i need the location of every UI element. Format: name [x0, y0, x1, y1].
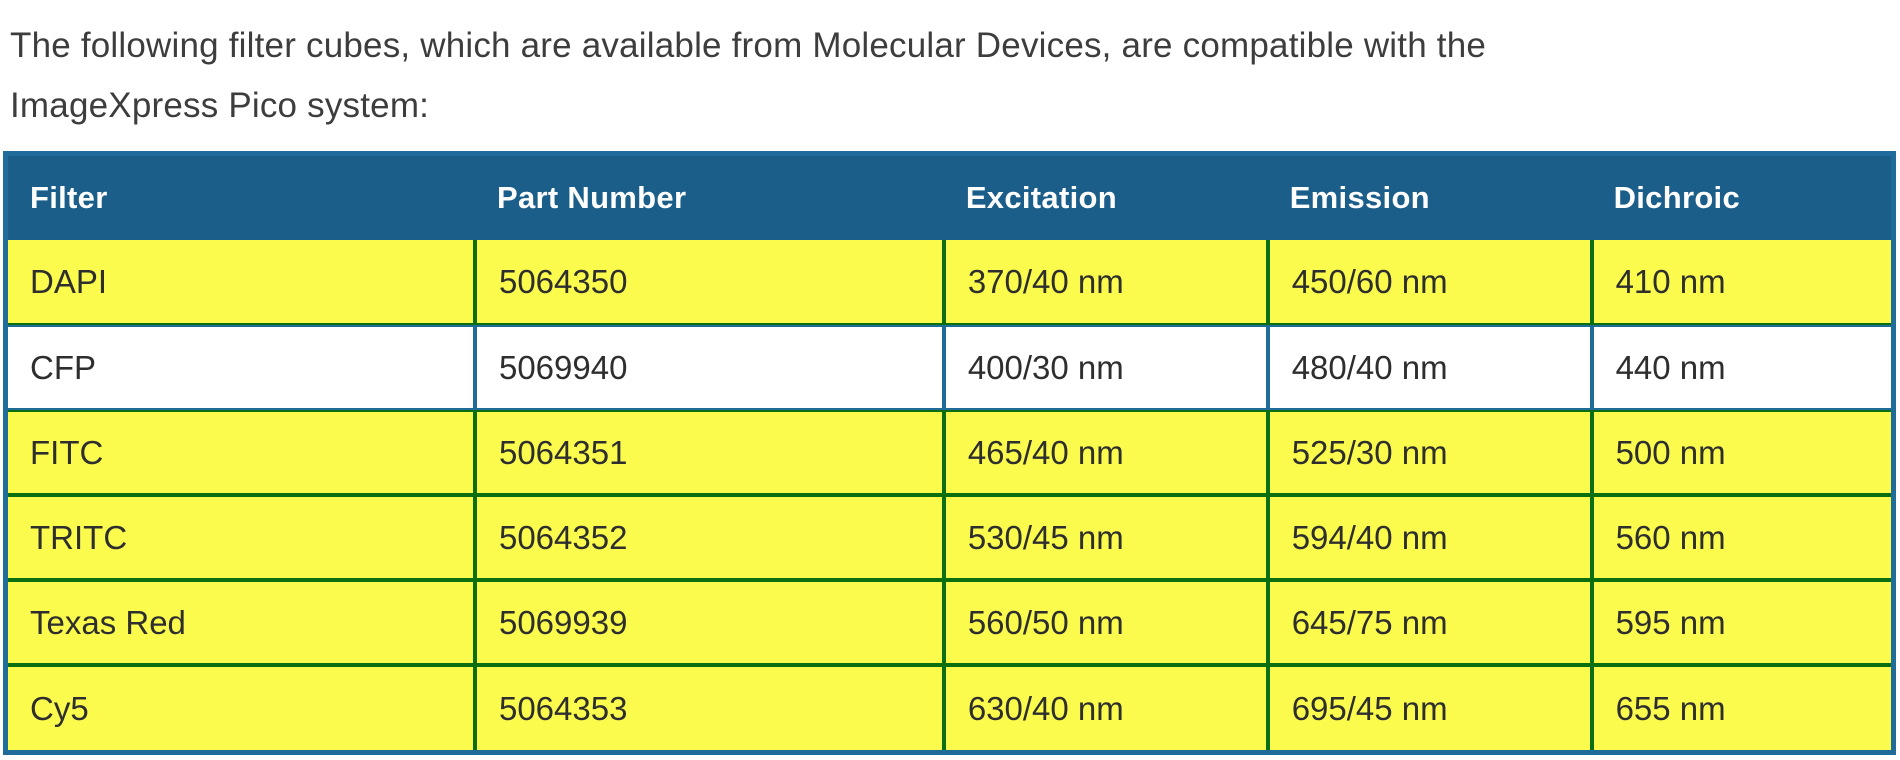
column-header-filter: Filter: [8, 156, 475, 240]
table-row: Texas Red 5069939 560/50 nm 645/75 nm 595 nm: [8, 580, 1891, 665]
table-cell-filter: DAPI: [8, 240, 475, 325]
table-row: DAPI 5064350 370/40 nm 450/60 nm 410 nm: [8, 240, 1891, 325]
intro-line-1: The following filter cubes, which are av…: [10, 26, 1487, 65]
table-cell-dichroic: 560 nm: [1591, 495, 1891, 580]
table-row: TRITC 5064352 530/45 nm 594/40 nm 560 nm: [8, 495, 1891, 580]
intro-line-2: ImageXpress Pico system:: [10, 86, 430, 125]
table-cell-filter: CFP: [8, 325, 475, 410]
table-cell-dichroic: 410 nm: [1591, 240, 1891, 325]
table-cell-excitation: 530/45 nm: [943, 495, 1268, 580]
table-cell-excitation: 465/40 nm: [943, 410, 1268, 495]
column-header-emission: Emission: [1267, 156, 1592, 240]
table-cell-emission: 645/75 nm: [1267, 580, 1592, 665]
table-cell-part-number: 5064353: [474, 665, 944, 750]
table-cell-part-number: 5069940: [474, 325, 944, 410]
filter-cube-table: Filter Part Number Excitation Emission D…: [3, 151, 1896, 755]
table-cell-part-number: 5064352: [474, 495, 944, 580]
table-cell-emission: 695/45 nm: [1267, 665, 1592, 750]
table-header-row: Filter Part Number Excitation Emission D…: [8, 156, 1891, 240]
filter-table-body: DAPI 5064350 370/40 nm 450/60 nm 410 nm CFP 50…: [8, 240, 1891, 750]
table-cell-filter: TRITC: [8, 495, 475, 580]
column-header-dichroic: Dichroic: [1591, 156, 1891, 240]
table-cell-filter: FITC: [8, 410, 475, 495]
table-cell-dichroic: 655 nm: [1591, 665, 1891, 750]
table-cell-excitation: 400/30 nm: [943, 325, 1268, 410]
table-cell-dichroic: 595 nm: [1591, 580, 1891, 665]
table-cell-part-number: 5069939: [474, 580, 944, 665]
intro-paragraph: The following filter cubes, which are av…: [10, 16, 1880, 136]
table-cell-part-number: 5064350: [474, 240, 944, 325]
table-cell-part-number: 5064351: [474, 410, 944, 495]
table-cell-emission: 450/60 nm: [1267, 240, 1592, 325]
table-cell-filter: Cy5: [8, 665, 475, 750]
table-row: CFP 5069940 400/30 nm 480/40 nm 440 nm: [8, 325, 1891, 410]
table-cell-filter: Texas Red: [8, 580, 475, 665]
column-header-excitation: Excitation: [943, 156, 1268, 240]
table-cell-excitation: 560/50 nm: [943, 580, 1268, 665]
table-cell-emission: 525/30 nm: [1267, 410, 1592, 495]
column-header-part-number: Part Number: [474, 156, 944, 240]
table-cell-excitation: 630/40 nm: [943, 665, 1268, 750]
table-cell-emission: 594/40 nm: [1267, 495, 1592, 580]
table-row: FITC 5064351 465/40 nm 525/30 nm 500 nm: [8, 410, 1891, 495]
table-cell-dichroic: 440 nm: [1591, 325, 1891, 410]
table-cell-excitation: 370/40 nm: [943, 240, 1268, 325]
table-cell-emission: 480/40 nm: [1267, 325, 1592, 410]
table-cell-dichroic: 500 nm: [1591, 410, 1891, 495]
table-row: Cy5 5064353 630/40 nm 695/45 nm 655 nm: [8, 665, 1891, 750]
